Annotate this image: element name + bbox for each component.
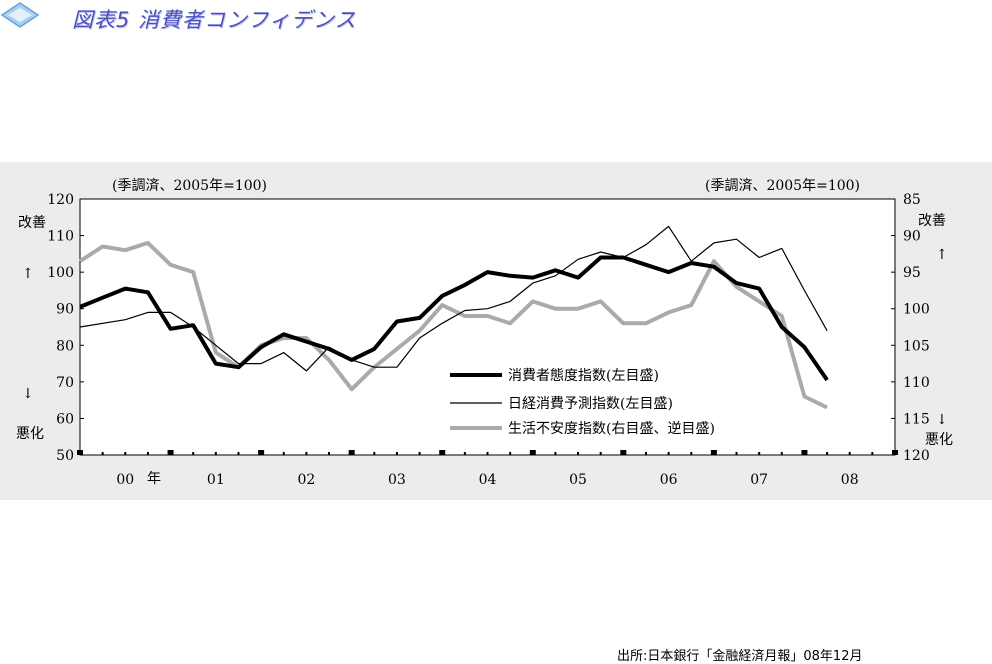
left-tick-label: 90 (56, 302, 74, 318)
series-line-0 (79, 255, 829, 382)
x-tick-label: 01 (207, 472, 225, 488)
note-right: (季調済、2005年=100) (705, 178, 860, 194)
quarter-tick (871, 452, 874, 455)
quarter-tick (599, 452, 602, 455)
legend-label-life-anxiety: 生活不安度指数(右目盛、逆目盛) (508, 421, 715, 437)
quarter-tick (101, 452, 104, 455)
right-label-bottom: 悪化 (925, 432, 953, 448)
right-tick-label: 105 (903, 338, 930, 354)
right-label-top: 改善 (918, 213, 946, 229)
quarter-tick (350, 452, 353, 455)
quarter-tick (554, 452, 557, 455)
chart-panel: (季調済、2005年=100) (季調済、2005年=100) 改善 ↑ ↓ 悪… (0, 162, 992, 500)
quarter-tick (644, 452, 647, 455)
plot-area (79, 198, 896, 456)
x-tick-label: 07 (750, 472, 768, 488)
x-tick-label: 05 (569, 472, 587, 488)
line-chart: (季調済、2005年=100) (季調済、2005年=100) 改善 ↑ ↓ 悪… (16, 178, 953, 488)
quarter-tick (463, 452, 466, 455)
quarter-tick (622, 452, 625, 455)
quarter-tick (735, 452, 738, 455)
x-unit-label: 年 (147, 471, 161, 487)
x-tick-label: 00 (116, 472, 134, 488)
left-tick-label: 80 (56, 338, 74, 354)
left-tick-label: 60 (56, 411, 74, 427)
x-tick-label: 02 (297, 472, 315, 488)
page-title: 図表5 消費者コンフィデンス (72, 8, 357, 32)
series-line-1 (79, 225, 828, 372)
left-tick-label: 70 (56, 375, 74, 391)
quarter-tick (79, 452, 81, 455)
quarter-tick (531, 452, 534, 455)
right-tick-label: 95 (903, 265, 921, 281)
quarter-tick (282, 452, 285, 455)
legend-label-nikkei-forecast: 日経消費予測指数(左目盛) (508, 396, 673, 412)
left-tick-label: 120 (47, 192, 74, 208)
left-arrow-down: ↓ (22, 386, 34, 402)
quarter-tick (690, 452, 693, 455)
quarter-tick (848, 452, 851, 455)
left-tick-label: 110 (47, 229, 74, 245)
quarter-tick (577, 452, 580, 455)
year-boundary-mark (892, 450, 898, 455)
legend-label-consumer-attitude: 消費者態度指数(左目盛) (508, 368, 659, 384)
right-tick-label: 115 (903, 411, 930, 427)
quarter-tick (395, 452, 398, 455)
left-tick-label: 100 (47, 265, 74, 281)
chart-legend: 消費者態度指数(左目盛) 日経消費予測指数(左目盛) 生活不安度指数(右目盛、逆… (450, 368, 715, 437)
left-label-top: 改善 (18, 215, 46, 231)
quarter-tick (441, 452, 444, 455)
quarter-tick (192, 452, 195, 455)
x-tick-label: 06 (660, 472, 678, 488)
quarter-tick (214, 452, 217, 455)
left-label-bottom: 悪化 (16, 426, 44, 442)
quarter-tick (803, 452, 806, 455)
x-tick-label: 03 (388, 472, 406, 488)
right-tick-label: 110 (903, 375, 930, 391)
quarter-tick (328, 452, 331, 455)
series-line-2 (78, 240, 828, 410)
quarter-tick (667, 452, 670, 455)
x-tick-label: 04 (479, 472, 497, 488)
quarter-tick (486, 452, 489, 455)
right-tick-label: 100 (903, 302, 930, 318)
quarter-tick (169, 452, 172, 455)
quarter-tick (146, 452, 149, 455)
right-tick-label: 90 (903, 229, 921, 245)
quarter-tick (418, 452, 421, 455)
quarter-tick (758, 452, 761, 455)
quarter-tick (780, 452, 783, 455)
left-tick-label: 50 (56, 448, 74, 464)
quarter-tick (260, 452, 263, 455)
header-logo-icon (0, 2, 40, 28)
quarter-tick (509, 452, 512, 455)
quarter-tick (237, 452, 240, 455)
quarter-tick (124, 452, 127, 455)
quarter-tick (373, 452, 376, 455)
note-left: (季調済、2005年=100) (112, 178, 267, 194)
x-tick-label: 08 (841, 472, 859, 488)
source-note: 出所:日本銀行「金融経済月報」08年12月 (617, 649, 863, 664)
right-arrow-down: ↓ (936, 412, 948, 428)
left-arrow-up: ↑ (22, 266, 34, 282)
quarter-tick (305, 452, 308, 455)
right-arrow-up: ↑ (936, 247, 948, 263)
right-tick-label: 120 (903, 448, 930, 464)
right-tick-label: 85 (903, 192, 921, 208)
quarter-tick (826, 452, 829, 455)
quarter-tick (712, 452, 715, 455)
